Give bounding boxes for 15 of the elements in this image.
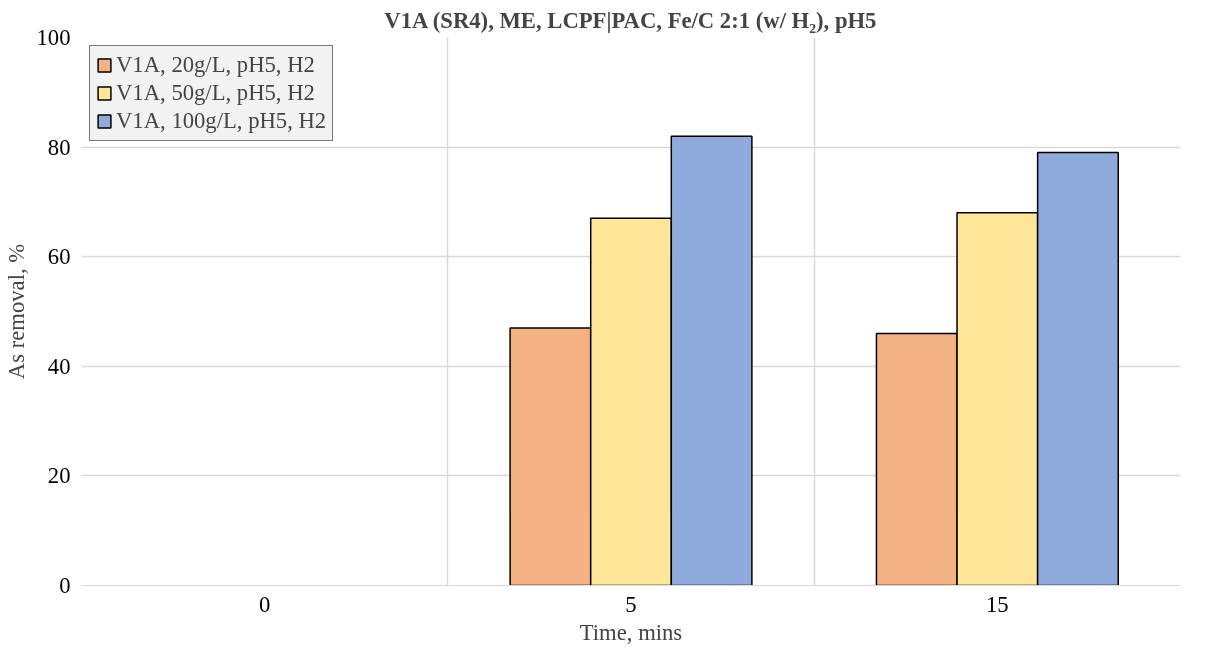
chart-title: V1A (SR4), ME, LCPF|PAC, Fe/C 2:1 (w/ H₂), pH5 xyxy=(384,7,877,33)
x-tick-label: 15 xyxy=(986,591,1009,617)
x-tick-label: 0 xyxy=(259,591,271,617)
y-tick-label: 0 xyxy=(59,573,71,598)
y-tick-label: 40 xyxy=(47,353,71,379)
legend-label: V1A, 20g/L, pH5, H2 xyxy=(116,52,315,78)
legend-label: V1A, 100g/L, pH5, H2 xyxy=(116,108,327,134)
legend-label: V1A, 50g/L, pH5, H2 xyxy=(116,80,315,106)
y-tick-label: 100 xyxy=(36,25,71,50)
y-tick-label: 60 xyxy=(47,244,71,270)
y-axis-title: As removal, % xyxy=(3,243,29,380)
y-tick-label: 20 xyxy=(47,463,71,489)
x-axis-title: Time, mins xyxy=(579,619,683,645)
y-tick-label: 80 xyxy=(47,134,71,160)
x-tick-label: 5 xyxy=(625,591,637,617)
